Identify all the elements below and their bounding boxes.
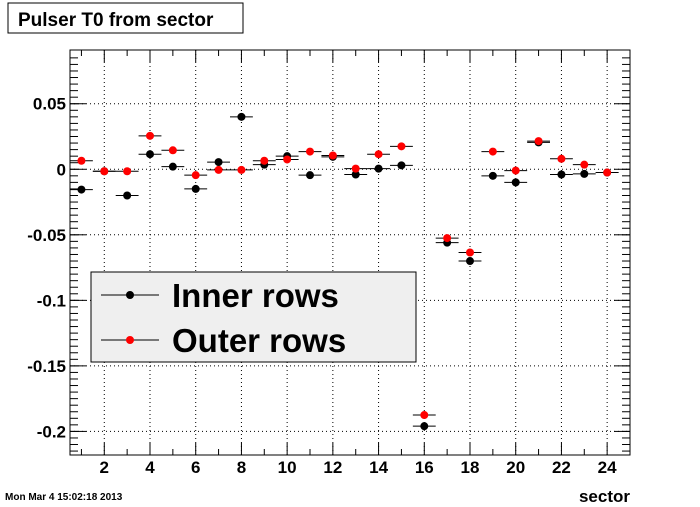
inner-rows-point	[466, 257, 474, 266]
legend-label-inner: Inner rows	[172, 277, 339, 314]
outer-rows-point	[511, 166, 520, 175]
y-tick-label: 0.05	[33, 95, 66, 114]
plot-frame	[69, 49, 631, 456]
outer-rows-point	[123, 167, 132, 176]
title-box	[7, 2, 244, 34]
outer-rows-point	[603, 168, 612, 177]
outer-rows-point	[466, 248, 474, 257]
outer-rows-point	[237, 165, 246, 174]
x-tick-label: 6	[191, 458, 200, 477]
inner-rows-point	[77, 185, 86, 194]
legend: Inner rows Outer rows	[90, 271, 417, 363]
y-tick-labels: 0.05 0 -0.05 -0.1 -0.15 -0.2	[27, 95, 66, 442]
inner-rows-point	[580, 169, 589, 178]
inner-rows-point	[191, 184, 200, 193]
inner-rows-point	[420, 422, 429, 431]
y-tick-label: -0.15	[27, 357, 66, 376]
inner-rows-point	[146, 150, 154, 159]
x-tick-label: 14	[369, 458, 388, 477]
outer-rows-point	[374, 150, 383, 159]
outer-rows-point	[214, 165, 223, 174]
x-tick-label: 20	[506, 458, 525, 477]
inner-rows-point	[306, 171, 314, 180]
outer-rows-point	[283, 155, 292, 164]
legend-label-outer: Outer rows	[172, 322, 346, 359]
outer-rows-point	[77, 156, 86, 165]
outer-rows-point	[580, 160, 589, 169]
outer-rows-point	[306, 147, 314, 156]
inner-rows-point	[488, 171, 497, 180]
x-tick-label: 2	[100, 458, 109, 477]
inner-rows-point	[214, 158, 223, 167]
x-tick-label: 12	[323, 458, 342, 477]
outer-rows-point	[146, 131, 154, 140]
y-tick-label: -0.05	[27, 226, 66, 245]
inner-rows-point	[123, 191, 132, 200]
inner-rows-point	[374, 164, 383, 173]
inner-rows-point	[168, 162, 177, 171]
inner-rows-point	[557, 170, 566, 179]
inner-rows-point	[511, 178, 520, 187]
y-tick-label: 0	[57, 160, 66, 179]
outer-rows-point	[168, 146, 177, 155]
x-tick-labels: 2 4 6 8 10 12 14 16 18 20 22 24	[100, 458, 618, 477]
x-tick-label: 4	[145, 458, 155, 477]
outer-rows-point	[443, 234, 452, 243]
grid-lines	[70, 50, 630, 455]
outer-rows-point	[557, 154, 566, 163]
x-tick-label: 18	[461, 458, 480, 477]
x-axis-title: sector	[579, 487, 630, 506]
outer-rows-point	[420, 411, 429, 420]
x-tick-label: 22	[552, 458, 571, 477]
legend-marker-inner	[126, 291, 134, 299]
outer-rows-point	[328, 151, 337, 160]
outer-rows-point	[351, 164, 360, 173]
chart-title: Pulser T0 from sector	[18, 10, 214, 31]
timestamp: Mon Mar 4 15:02:18 2013	[5, 492, 123, 503]
data-points	[70, 112, 619, 431]
legend-box	[90, 271, 417, 363]
outer-rows-point	[397, 142, 406, 151]
x-tick-label: 24	[598, 458, 617, 477]
inner-rows-point	[237, 112, 246, 121]
inner-rows-point	[397, 161, 406, 170]
y-tick-label: -0.1	[37, 291, 66, 310]
outer-rows-point	[191, 171, 200, 180]
inner-rows-point	[351, 170, 360, 179]
outer-rows-point	[100, 167, 109, 176]
outer-rows-point	[488, 147, 497, 156]
x-tick-label: 8	[237, 458, 246, 477]
outer-rows-point	[534, 137, 543, 146]
y-tick-label: -0.2	[37, 422, 66, 441]
x-tick-label: 10	[278, 458, 297, 477]
outer-rows-point	[260, 156, 269, 165]
axis-ticks	[70, 50, 631, 455]
legend-marker-outer	[126, 336, 134, 344]
x-tick-label: 16	[415, 458, 434, 477]
